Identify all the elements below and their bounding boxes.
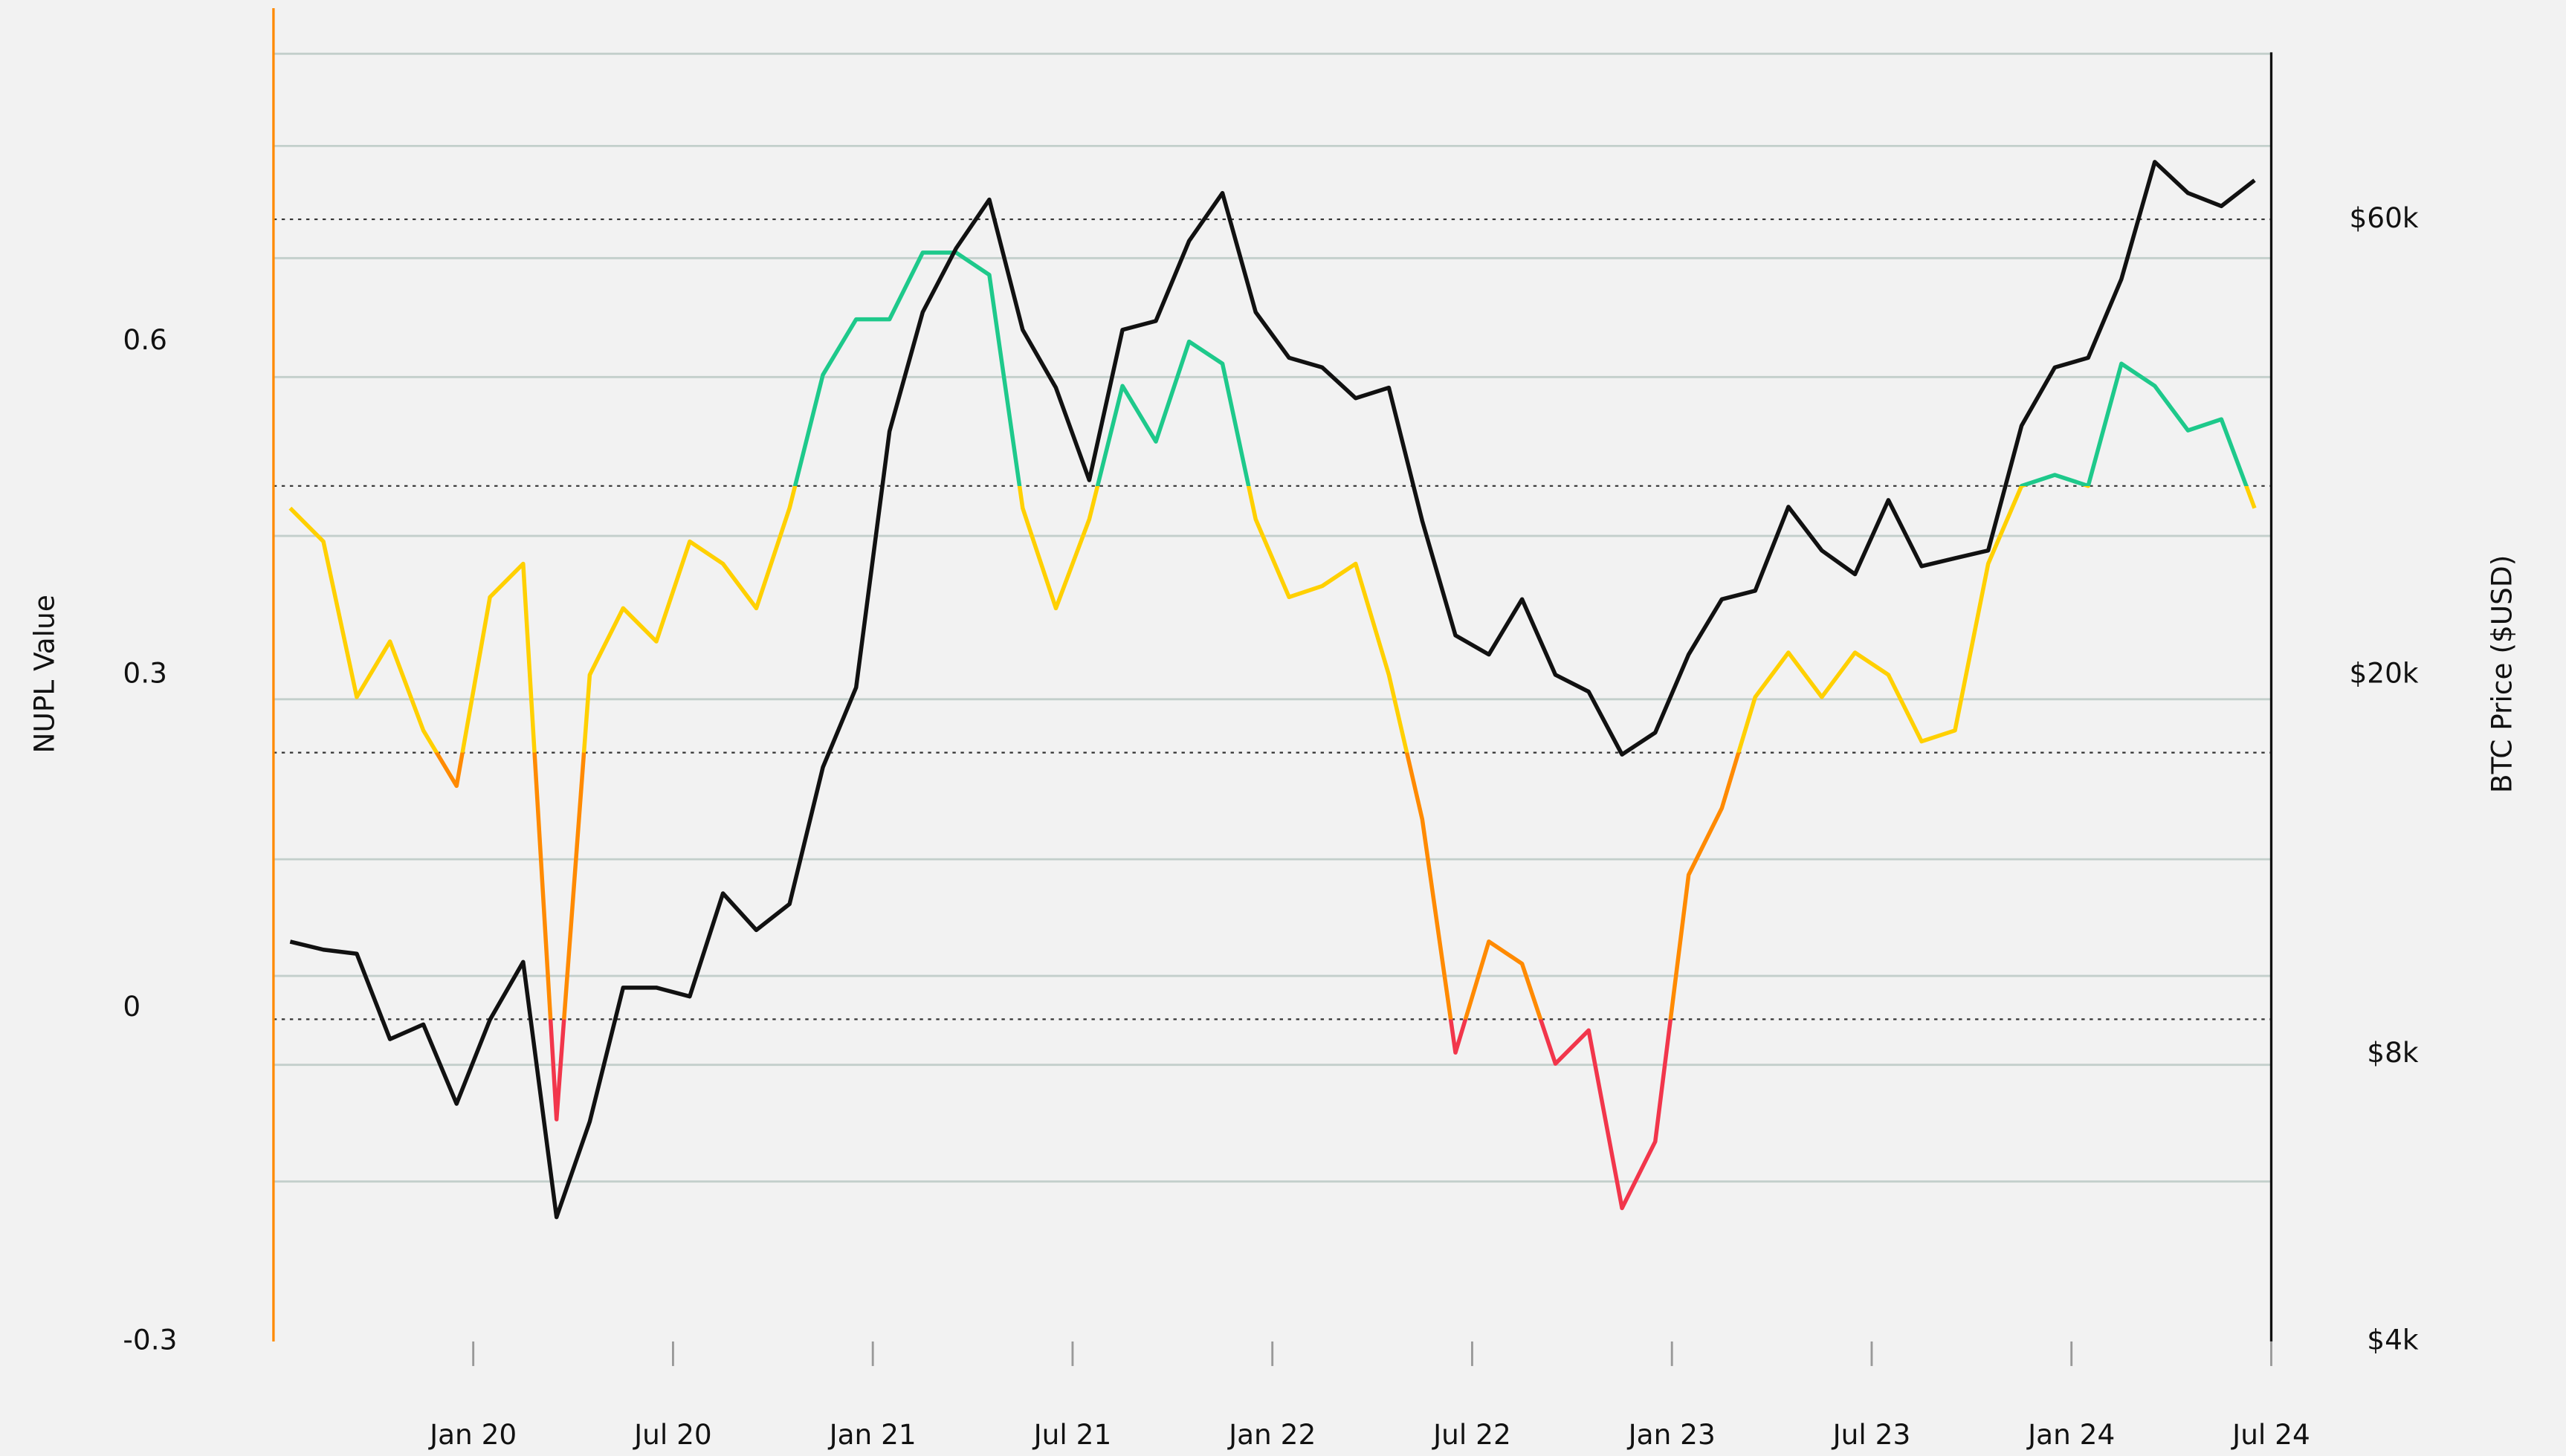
- price-line: [289, 160, 2256, 1220]
- y-tick-label: 0: [123, 990, 140, 1023]
- x-tick-label: Jul 22: [1432, 1418, 1511, 1451]
- x-tick-label: Jul 21: [1032, 1418, 1112, 1451]
- x-tick-label: Jan 20: [428, 1418, 517, 1451]
- x-tick-label: Jul 20: [633, 1418, 712, 1451]
- y2-tick-label: $4k: [2367, 1323, 2419, 1356]
- y2-tick-label: $60k: [2350, 201, 2419, 234]
- x-tick-label: Jul 23: [1832, 1418, 1911, 1451]
- x-tick-label: Jan 22: [1227, 1418, 1316, 1451]
- y-tick-label: -0.3: [123, 1323, 177, 1356]
- x-tick-label: Jul 24: [2231, 1418, 2310, 1451]
- y2-axis-title: BTC Price ($USD): [2486, 555, 2518, 793]
- x-tick-label: Jan 23: [1627, 1418, 1716, 1451]
- y2-tick-label: $8k: [2367, 1036, 2419, 1069]
- y-axis-title: NUPL Value: [28, 595, 60, 753]
- y-tick-label: 0.3: [123, 656, 167, 689]
- y2-tick-label: $20k: [2350, 656, 2419, 689]
- y-tick-label: 0.6: [123, 323, 167, 356]
- x-tick-label: Jan 21: [828, 1418, 917, 1451]
- x-tick-label: Jan 24: [2026, 1418, 2115, 1451]
- nupl-line: [288, 250, 2257, 1211]
